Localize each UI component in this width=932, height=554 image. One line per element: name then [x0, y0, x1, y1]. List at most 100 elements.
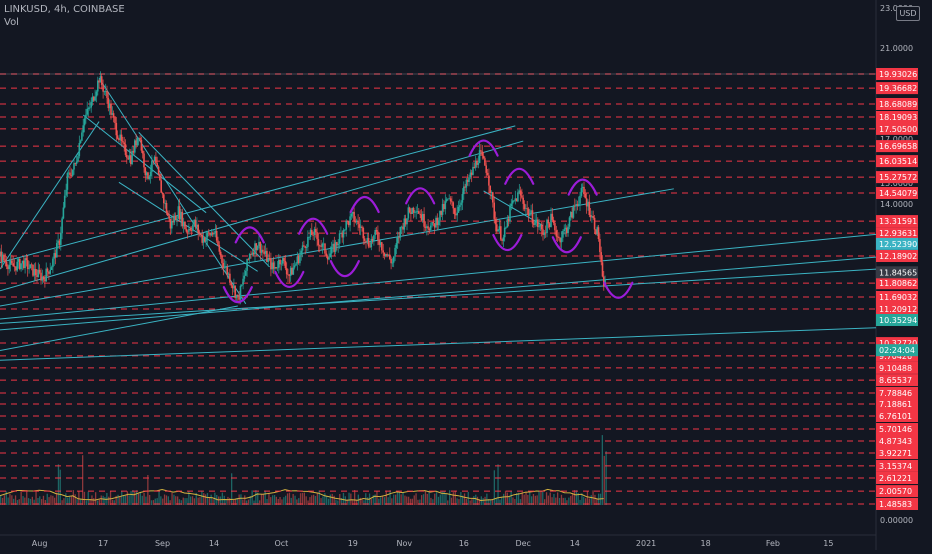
- peak-arc[interactable]: [567, 178, 598, 196]
- volume-bar: [465, 498, 467, 505]
- special-price-tag[interactable]: [876, 266, 918, 279]
- candle-body: [192, 224, 194, 231]
- volume-bar: [82, 455, 84, 505]
- level-price-tag[interactable]: [876, 361, 918, 374]
- candle-body: [247, 258, 250, 260]
- level-price-tag[interactable]: [876, 68, 918, 80]
- volume-bar: [372, 495, 374, 505]
- level-price-tag[interactable]: [876, 498, 918, 510]
- candle-body: [33, 269, 36, 276]
- trough-arc[interactable]: [222, 286, 253, 304]
- trend-line[interactable]: [0, 125, 516, 264]
- level-price-tag[interactable]: [876, 472, 918, 484]
- volume-bar: [594, 494, 596, 505]
- volume-bar: [123, 495, 125, 505]
- candle-body: [107, 97, 110, 109]
- level-price-tag[interactable]: [876, 155, 918, 168]
- candle-body: [130, 155, 132, 165]
- volume-bar: [491, 499, 494, 505]
- level-price-tag[interactable]: [876, 423, 918, 435]
- peak-arc[interactable]: [468, 139, 499, 157]
- candle-body: [279, 259, 281, 265]
- candle-body: [106, 91, 108, 98]
- volume-bar: [48, 497, 50, 505]
- candle-body: [544, 232, 547, 234]
- volume-bar: [277, 499, 279, 505]
- candle-body: [0, 251, 1, 257]
- volume-bar: [67, 497, 69, 505]
- volume-bar: [3, 495, 5, 505]
- trend-line[interactable]: [118, 181, 258, 272]
- trend-line[interactable]: [138, 132, 270, 268]
- level-price-label: 16.03514: [879, 157, 917, 166]
- level-price-tag[interactable]: [876, 140, 918, 153]
- candle-body: [459, 205, 461, 207]
- trend-line[interactable]: [0, 121, 100, 270]
- trend-line[interactable]: [0, 140, 524, 292]
- candle-body: [522, 197, 524, 204]
- level-price-tag[interactable]: [876, 82, 918, 95]
- volume-bar: [234, 498, 236, 505]
- peak-arc[interactable]: [405, 187, 436, 205]
- level-price-tag[interactable]: [876, 215, 918, 228]
- candle-body: [1, 254, 4, 262]
- level-price-tag[interactable]: [876, 291, 918, 303]
- peak-arc[interactable]: [298, 217, 329, 235]
- peak-arc[interactable]: [234, 226, 265, 244]
- volume-bar: [175, 496, 177, 505]
- special-price-tag[interactable]: [876, 344, 918, 357]
- candle-body: [505, 227, 507, 229]
- level-price-tag[interactable]: [876, 227, 918, 240]
- volume-indicator-label[interactable]: Vol: [4, 17, 19, 28]
- level-price-tag[interactable]: [876, 303, 918, 315]
- candle-body: [282, 257, 284, 264]
- level-price-tag[interactable]: [876, 410, 918, 422]
- level-price-tag[interactable]: [876, 122, 918, 135]
- trough-arc[interactable]: [492, 233, 523, 252]
- candle-body: [53, 253, 55, 259]
- special-price-tag[interactable]: [876, 314, 918, 326]
- volume-bar: [450, 497, 453, 505]
- trough-arc[interactable]: [551, 236, 582, 254]
- level-price-tag[interactable]: [876, 435, 918, 447]
- volume-bar: [538, 490, 540, 505]
- level-price-tag[interactable]: [876, 250, 918, 262]
- level-price-tag[interactable]: [876, 447, 918, 459]
- trend-line[interactable]: [0, 327, 877, 361]
- trough-arc[interactable]: [603, 281, 634, 299]
- peak-arc[interactable]: [504, 167, 535, 185]
- level-price-tag[interactable]: [876, 387, 918, 399]
- trend-line[interactable]: [98, 77, 247, 305]
- level-price-tag[interactable]: [876, 98, 918, 110]
- currency-badge[interactable]: USD: [896, 6, 920, 21]
- candle-body: [447, 198, 449, 200]
- volume-bar: [391, 498, 393, 505]
- candle-body: [82, 125, 84, 133]
- volume-bar: [473, 496, 475, 505]
- level-price-tag[interactable]: [876, 187, 918, 199]
- symbol-title[interactable]: LINKUSD, 4h, COINBASE: [4, 4, 125, 15]
- trough-arc[interactable]: [329, 260, 360, 278]
- level-price-tag[interactable]: [876, 374, 918, 387]
- candle-body: [221, 255, 223, 263]
- price-axis[interactable]: 23.000021.000017.000015.000014.00000.000…: [876, 4, 918, 525]
- volume-bar: [218, 496, 220, 505]
- candle-body: [527, 208, 530, 216]
- candle-body: [444, 201, 447, 210]
- trend-line[interactable]: [0, 268, 877, 324]
- trend-line[interactable]: [0, 233, 877, 320]
- candle-body: [304, 246, 306, 248]
- level-price-tag[interactable]: [876, 277, 918, 290]
- time-axis[interactable]: Aug 17 Sep 14 Oct 19 Nov 16 Dec 14 2021 18 Feb 15: [32, 539, 834, 548]
- volume-bar: [136, 490, 138, 505]
- level-price-tag[interactable]: [876, 398, 918, 410]
- level-price-tag[interactable]: [876, 171, 918, 184]
- trend-line[interactable]: [0, 256, 877, 331]
- trough-arc[interactable]: [274, 270, 305, 289]
- special-price-tag[interactable]: [876, 237, 918, 250]
- level-price-tag[interactable]: [876, 111, 918, 123]
- level-price-tag[interactable]: [876, 485, 918, 498]
- level-price-tag[interactable]: [876, 459, 918, 472]
- peak-arc[interactable]: [349, 195, 380, 214]
